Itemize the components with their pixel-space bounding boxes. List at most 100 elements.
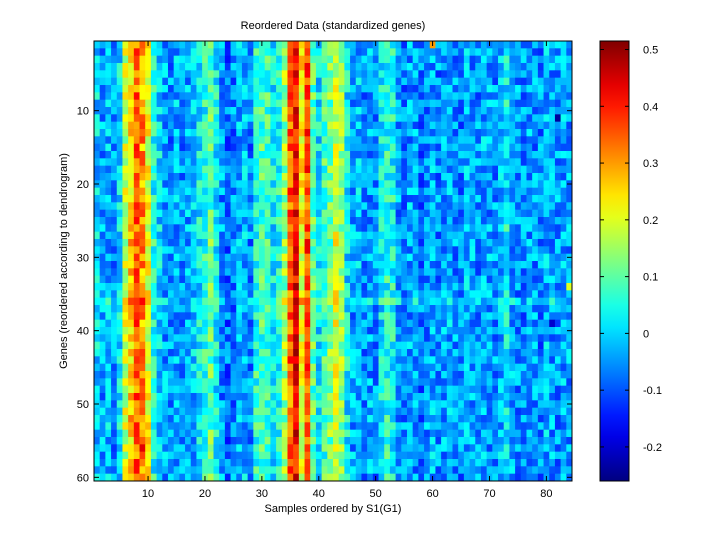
heatmap-cell <box>355 217 362 225</box>
heatmap-cell <box>389 356 396 365</box>
heatmap-cell <box>207 327 214 335</box>
heatmap-cell <box>173 459 180 467</box>
heatmap-cell <box>190 107 197 115</box>
heatmap-cell <box>435 151 442 159</box>
heatmap-cell <box>185 114 192 123</box>
heatmap-cell <box>344 356 351 365</box>
heatmap-cell <box>247 92 254 101</box>
heatmap-cell <box>298 165 305 174</box>
heatmap-cell <box>94 363 101 372</box>
heatmap-cell <box>179 437 186 445</box>
heatmap-cell <box>185 349 192 357</box>
heatmap-cell <box>475 261 482 269</box>
heatmap-cell <box>532 283 539 291</box>
heatmap-cell <box>190 158 197 167</box>
heatmap-cell <box>321 415 328 423</box>
heatmap-cell <box>429 195 436 203</box>
heatmap-cell <box>133 114 140 123</box>
heatmap-cell <box>378 70 385 79</box>
heatmap-cell <box>458 341 465 350</box>
heatmap-cell <box>486 451 493 460</box>
heatmap-cell <box>122 41 129 49</box>
heatmap-cell <box>498 407 505 416</box>
heatmap-cell <box>463 429 470 438</box>
heatmap-cell <box>224 444 231 453</box>
heatmap-cell <box>532 253 539 262</box>
heatmap-cell <box>458 283 465 291</box>
heatmap-cell <box>378 107 385 115</box>
heatmap-cell <box>378 261 385 269</box>
heatmap-cell <box>219 275 226 284</box>
heatmap-cell <box>162 437 169 445</box>
heatmap-cell <box>372 459 379 467</box>
heatmap-cell <box>253 202 260 211</box>
heatmap-cell <box>315 459 323 467</box>
heatmap-cell <box>202 356 209 365</box>
heatmap-cell <box>315 92 323 101</box>
heatmap-cell <box>150 151 157 159</box>
heatmap-cell <box>406 85 414 93</box>
heatmap-cell <box>492 385 499 394</box>
heatmap-cell <box>259 63 266 71</box>
heatmap-cell <box>185 55 192 64</box>
heatmap-cell <box>202 143 209 152</box>
heatmap-cell <box>122 429 129 438</box>
heatmap-cell <box>105 268 112 277</box>
heatmap-cell <box>480 41 488 49</box>
heatmap-cell <box>304 444 311 453</box>
heatmap-cell <box>253 422 260 431</box>
heatmap-cell <box>554 107 562 115</box>
heatmap-cell <box>99 151 106 159</box>
heatmap-cell <box>389 305 396 313</box>
heatmap-cell <box>105 158 112 167</box>
heatmap-cell <box>179 99 186 108</box>
heatmap-cell <box>259 415 266 423</box>
heatmap-cell <box>196 99 203 108</box>
heatmap-cell <box>150 305 157 313</box>
heatmap-cell <box>469 107 476 115</box>
heatmap-cell <box>241 305 249 313</box>
heatmap-cell <box>498 429 505 438</box>
heatmap-cell <box>435 371 442 379</box>
heatmap-cell <box>196 129 203 137</box>
heatmap-cell <box>554 415 562 423</box>
heatmap-cell <box>441 312 448 321</box>
heatmap-cell <box>355 129 362 137</box>
heatmap-cell <box>406 129 414 137</box>
heatmap-cell <box>441 363 448 372</box>
heatmap-cell <box>99 415 106 423</box>
heatmap-cell <box>395 173 402 181</box>
heatmap-cell <box>139 378 146 387</box>
heatmap-cell <box>441 437 448 445</box>
heatmap-cell <box>372 99 379 108</box>
heatmap-cell <box>475 92 482 101</box>
heatmap-cell <box>207 63 214 71</box>
heatmap-cell <box>94 55 101 64</box>
heatmap-cell <box>241 261 249 269</box>
heatmap-cell <box>230 415 237 423</box>
heatmap-cell <box>133 466 140 475</box>
heatmap-cell <box>156 158 163 167</box>
heatmap-cell <box>105 202 112 211</box>
heatmap-cell <box>287 136 294 145</box>
heatmap-cell <box>202 239 209 247</box>
heatmap-cell <box>458 334 465 343</box>
heatmap-cell <box>230 275 237 284</box>
heatmap-cell <box>537 63 544 71</box>
heatmap-cell <box>327 444 334 453</box>
heatmap-cell <box>167 253 175 262</box>
heatmap-cell <box>367 70 374 79</box>
heatmap-cell <box>111 385 118 394</box>
heatmap-cell <box>167 195 175 203</box>
heatmap-cell <box>532 275 539 284</box>
heatmap-cell <box>150 312 157 321</box>
heatmap-cell <box>219 283 226 291</box>
heatmap-cell <box>486 246 493 255</box>
heatmap-cell <box>463 165 470 174</box>
heatmap-cell <box>560 217 567 225</box>
heatmap-cell <box>128 363 135 372</box>
heatmap-cell <box>99 136 106 145</box>
heatmap-cell <box>298 231 305 240</box>
heatmap-cell <box>105 187 112 196</box>
heatmap-cell <box>264 202 271 211</box>
